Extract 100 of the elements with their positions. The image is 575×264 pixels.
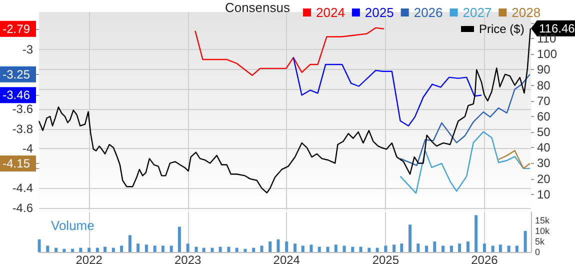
- bar: [252, 248, 256, 252]
- bar: [368, 248, 371, 252]
- bar: [276, 239, 280, 252]
- text: Volume: [51, 218, 94, 233]
- bar: [507, 246, 510, 252]
- bar: [342, 246, 346, 252]
- bar: [144, 244, 148, 252]
- bar: [442, 246, 445, 252]
- bar: [38, 239, 41, 252]
- bar: [186, 244, 190, 252]
- bar: [400, 244, 404, 252]
- x-tick-label: 2025: [372, 253, 400, 264]
- bar: [408, 224, 412, 252]
- bar: [178, 226, 181, 252]
- y2-tick-label: 50: [537, 125, 551, 140]
- y-tick-label: 10k: [535, 226, 550, 236]
- bar: [384, 246, 388, 252]
- bar: [79, 248, 82, 252]
- bar: [260, 246, 264, 252]
- bar: [474, 215, 478, 252]
- y2-tick-label: 70: [537, 94, 551, 108]
- line-series: [400, 131, 531, 194]
- y-tick-label: -3.25: [2, 67, 30, 82]
- bar: [54, 248, 58, 252]
- bar: [376, 248, 379, 252]
- legend-label: 2028: [512, 5, 541, 20]
- legend-label: 2027: [462, 5, 492, 20]
- y-tick-label: -3.6: [12, 102, 34, 116]
- bar: [202, 248, 206, 252]
- line-series: [292, 56, 482, 126]
- bar: [170, 246, 173, 252]
- bar: [120, 246, 124, 252]
- y2-tick-label: 30: [537, 156, 551, 170]
- y-tick-label: -4.6: [12, 201, 34, 216]
- y-tick-label: 0: [535, 247, 540, 257]
- legend-label: 2024: [316, 5, 345, 20]
- y-tick-label: -4: [22, 142, 34, 156]
- bar: [153, 246, 156, 252]
- bar: [301, 246, 304, 252]
- y2-tick-label: 90: [537, 62, 551, 77]
- bar: [416, 244, 420, 252]
- bar: [96, 248, 99, 252]
- y2-tick-label: 20: [537, 172, 551, 186]
- bar: [326, 246, 330, 252]
- x-tick-label: 2023: [174, 253, 202, 264]
- y-tick-label: 5k: [535, 236, 546, 246]
- y2-tick-label: 10: [537, 187, 551, 202]
- bar: [62, 248, 66, 252]
- y2-tick-label: 80: [537, 78, 551, 92]
- bar: [515, 246, 518, 252]
- legend-title: Consensus: [224, 0, 290, 15]
- bar: [310, 244, 313, 252]
- bar: [482, 244, 486, 252]
- bar: [227, 246, 230, 252]
- bar: [433, 241, 436, 252]
- y-tick-label: 15k: [535, 215, 550, 226]
- x-tick-label: 2024: [273, 253, 300, 264]
- bar: [104, 246, 107, 252]
- bar: [359, 246, 362, 252]
- bar: [218, 246, 222, 252]
- bar: [268, 241, 272, 252]
- bar: [136, 244, 140, 252]
- line-series: [400, 74, 531, 166]
- bar: [71, 248, 74, 252]
- bar: [392, 244, 396, 252]
- line-series: [498, 150, 531, 170]
- bar: [161, 246, 164, 252]
- line-series: [194, 27, 385, 76]
- y-tick-label: -4.4: [12, 181, 34, 196]
- bar: [524, 230, 527, 252]
- x-tick-label: 2026: [471, 253, 498, 264]
- y-tick-label: -3.8: [12, 122, 34, 136]
- legend-label: 2026: [414, 5, 443, 20]
- y-tick-label: -3.46: [2, 88, 30, 102]
- x-tick-label: 2022: [76, 253, 103, 264]
- bar: [294, 244, 297, 252]
- legend-label: 2025: [364, 5, 394, 20]
- bar: [285, 241, 288, 252]
- bar: [46, 246, 50, 252]
- bar: [128, 235, 132, 252]
- bar: [466, 241, 470, 252]
- bar: [235, 248, 238, 252]
- bar: [491, 246, 494, 252]
- y-tick-label: -4.15: [2, 156, 30, 170]
- bar: [210, 248, 214, 252]
- legend-label: Price ($): [479, 22, 524, 36]
- data-label: 116.46: [539, 21, 575, 36]
- bar: [88, 248, 91, 252]
- y2-tick-label: 100: [537, 47, 558, 62]
- bar: [112, 248, 115, 252]
- y-tick-label: -2.79: [2, 22, 30, 36]
- bar: [318, 246, 321, 252]
- bar: [450, 246, 453, 252]
- bar: [334, 244, 338, 252]
- bar: [458, 244, 462, 252]
- y2-tick-label: 60: [537, 109, 551, 124]
- bar: [498, 244, 502, 252]
- y-tick-label: -3: [22, 42, 34, 57]
- bar: [425, 246, 428, 252]
- bar: [351, 246, 354, 252]
